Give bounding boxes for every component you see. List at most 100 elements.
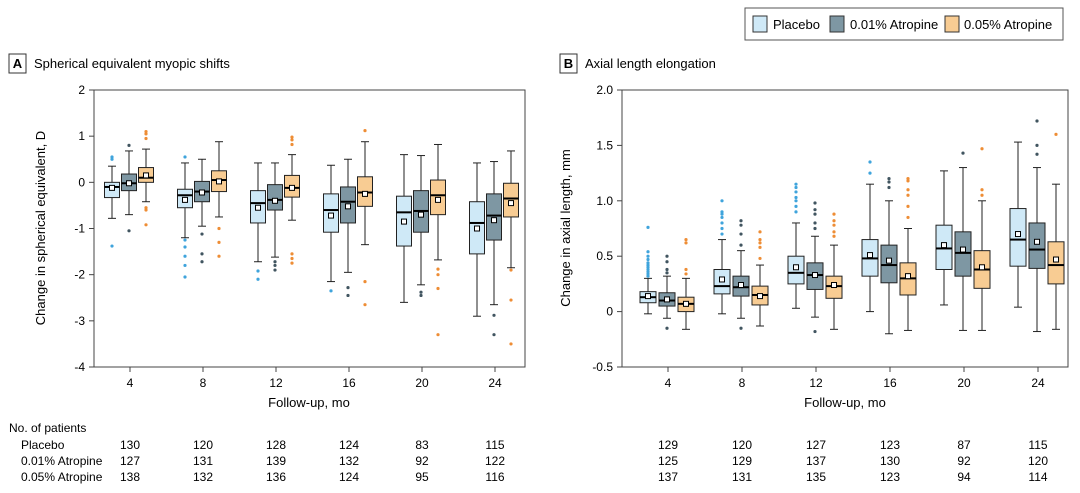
panel-a-y-tick-label-4: -2 <box>74 268 85 282</box>
panel-b-x-tick-label-4: 20 <box>957 376 971 390</box>
outlier-point-0 <box>436 267 440 271</box>
panel-a-box-atropine-005-20mo <box>430 143 446 337</box>
outlier-point-3 <box>665 254 669 258</box>
mean-marker <box>1053 256 1059 263</box>
panel-a-box-atropine-001-20mo <box>413 155 429 298</box>
outlier-point-1 <box>887 180 891 184</box>
panel-b-box-placebo-8mo <box>713 199 731 315</box>
outlier-point-4 <box>794 190 798 194</box>
outlier-point-2 <box>813 212 817 216</box>
outlier-point-1 <box>665 267 669 272</box>
panel-b-plot: 2.0 1.5 1.0 0.5 0 -0.5 4 8 12 16 20 24 <box>592 83 1065 390</box>
patients-a-placebo-1: 120 <box>193 438 213 452</box>
panel-a-x-tick-label-1: 8 <box>200 376 207 390</box>
panel-a-plot-frame <box>93 89 526 368</box>
mean-marker <box>886 257 892 264</box>
panel-a-x-tick-label-4: 20 <box>415 376 429 390</box>
panel-b-box-placebo-4mo <box>639 225 657 315</box>
outlier-point-10 <box>646 225 650 229</box>
outlier-point-1 <box>1035 143 1039 147</box>
outlier-point-4 <box>906 179 910 183</box>
outlier-point-0 <box>868 171 872 175</box>
mean-marker <box>941 242 947 249</box>
mean-marker <box>867 252 873 259</box>
outlier-point-1 <box>684 267 688 272</box>
outlier-point-6 <box>720 199 724 203</box>
mean-marker <box>216 178 222 185</box>
panel-b-x-tick-label-0: 4 <box>665 376 672 390</box>
outlier-point-2 <box>980 147 984 151</box>
patients-a-placebo-4: 83 <box>415 438 429 452</box>
panel-b-box-atropine-001-20mo <box>954 151 972 331</box>
panel-a-y-tick-label-6: -4 <box>74 360 85 374</box>
patients-b-atropine-005-4: 94 <box>957 470 971 484</box>
outlier-point-1 <box>346 293 350 298</box>
iqr-box <box>954 231 972 277</box>
patients-a-atropine-001-0: 127 <box>120 454 140 468</box>
outlier-point-1 <box>217 240 221 244</box>
outlier-point-0 <box>183 155 187 159</box>
mean-marker <box>143 172 149 179</box>
patients-a-atropine-005-4: 95 <box>415 470 429 484</box>
outlier-point-1 <box>110 155 114 159</box>
outlier-point-0 <box>887 185 891 190</box>
outlier-point-3 <box>290 252 294 256</box>
outlier-point-1 <box>832 230 836 234</box>
panel-b-box-atropine-005-24mo <box>1047 132 1065 330</box>
panel-b-letter: B <box>564 56 573 71</box>
outlier-point-0 <box>509 268 513 272</box>
patients-a-atropine-005-5: 116 <box>485 470 504 484</box>
outlier-point-0 <box>363 129 367 133</box>
mean-marker <box>199 189 205 196</box>
mean-marker <box>664 296 670 303</box>
panel-b-box-atropine-005-8mo <box>751 230 769 327</box>
mean-marker <box>979 264 985 271</box>
outlier-point-1 <box>127 229 131 233</box>
mean-marker <box>793 264 799 271</box>
legend-frame <box>744 7 1064 41</box>
outlier-point-2 <box>758 241 762 245</box>
mean-marker <box>960 246 966 253</box>
panel-a-badge <box>8 53 27 74</box>
outlier-point-5 <box>183 275 187 279</box>
outlier-point-8 <box>646 254 650 258</box>
outlier-point-3 <box>144 206 148 210</box>
outlier-point-3 <box>794 195 798 200</box>
patients-b-placebo-5: 115 <box>1028 438 1047 452</box>
patients-b-placebo-4: 87 <box>957 438 971 452</box>
legend-label-atropine-001: 0.01% Atropine <box>850 17 938 32</box>
outlier-point-1 <box>813 221 817 225</box>
iqr-box <box>1028 222 1046 269</box>
panel-b-box-atropine-001-8mo <box>732 219 750 330</box>
outlier-point-2 <box>183 245 187 249</box>
panel-a-box-atropine-005-12mo <box>284 135 300 265</box>
patients-a-atropine-005-0: 138 <box>120 470 140 484</box>
outlier-point-0 <box>290 135 294 139</box>
outlier-point-7 <box>646 257 650 262</box>
panel-b-x-axis-label: Follow-up, mo <box>804 395 886 410</box>
panel-b-box-atropine-001-24mo <box>1028 119 1046 333</box>
panel-a-box-atropine-001-16mo <box>340 158 356 298</box>
outlier-point-0 <box>739 243 743 247</box>
mean-marker <box>474 225 480 232</box>
outlier-point-1 <box>256 277 260 281</box>
outlier-point-3 <box>739 219 743 223</box>
outlier-point-9 <box>646 250 650 254</box>
panel-a-plot: 2 1 0 -1 -2 -3 -4 4 8 12 16 20 24 <box>74 83 519 390</box>
panel-a-box-atropine-001-24mo <box>486 161 502 337</box>
iqr-box <box>267 184 283 211</box>
outlier-point-0 <box>419 290 423 294</box>
panel-b-plot-frame <box>621 89 1069 368</box>
outlier-point-2 <box>646 270 650 274</box>
outlier-point-0 <box>1035 152 1039 156</box>
patients-a-atropine-001-3: 132 <box>339 454 359 468</box>
outlier-point-0 <box>720 232 724 236</box>
patients-b-placebo-3: 123 <box>880 438 900 452</box>
outlier-point-2 <box>887 177 891 181</box>
panel-b-box-atropine-001-12mo <box>806 201 824 334</box>
patients-a-atropine-005-3: 124 <box>339 470 359 484</box>
outlier-point-3 <box>813 208 817 212</box>
panel-a-letter: A <box>13 56 23 71</box>
outlier-point-1 <box>200 252 204 256</box>
outlier-point-0 <box>127 143 131 147</box>
